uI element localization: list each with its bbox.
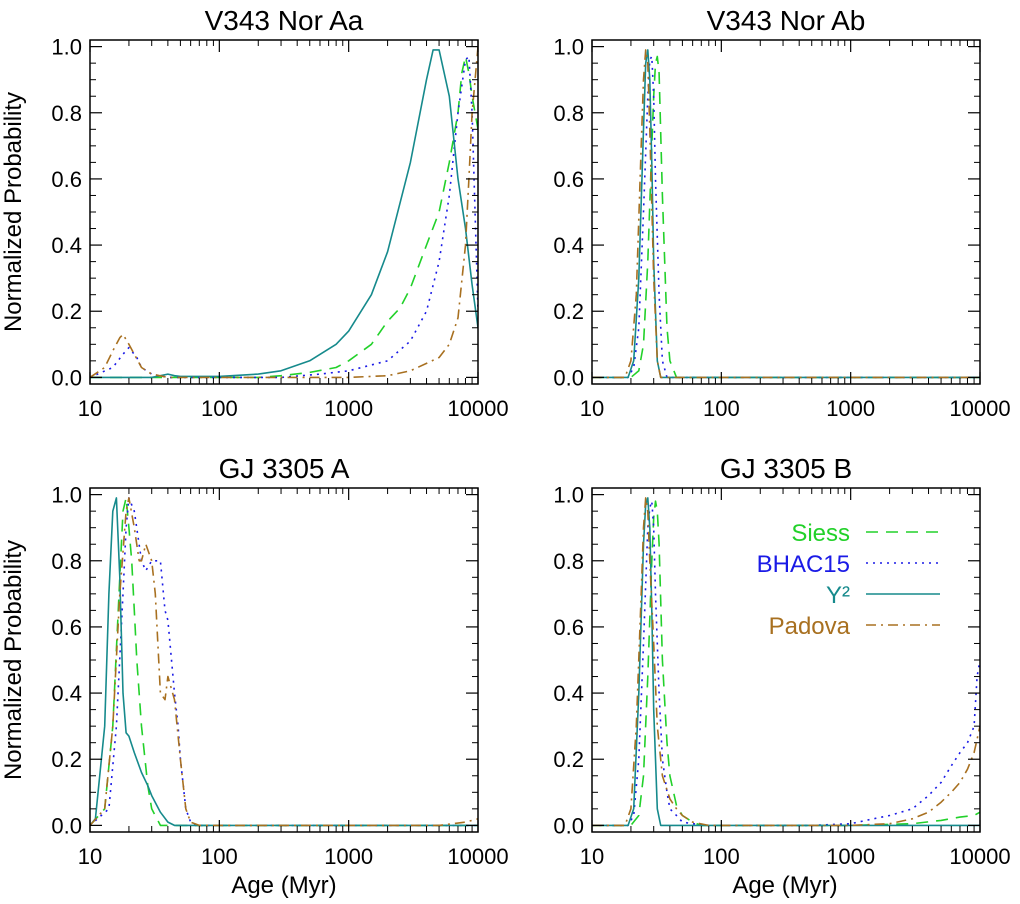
y-tick-label: 0.4 [51,233,82,258]
y-tick-label: 0.4 [553,233,584,258]
x-tick-label: 100 [201,844,238,869]
y-tick-label: 1.0 [553,483,584,508]
y-tick-label: 0.0 [553,813,584,838]
legend-label: Siess [791,520,850,547]
x-tick-label: 1000 [826,844,875,869]
y-tick-label: 0.0 [553,365,584,390]
panel-title: GJ 3305 A [219,453,350,484]
legend: Siess BHAC15 Y² Padova [757,520,940,640]
x-tick-label: 10000 [949,396,1010,421]
series-line-y2 [90,497,478,827]
xlabel-right: Age (Myr) [732,872,837,899]
series-line-y2 [592,49,980,379]
legend-item-siess: Siess [791,520,940,547]
panel-gj-3305-b: GJ 3305 B 0.0 0.2 0.4 0.6 0.8 1.0 10 100 1000 1000… [553,453,1010,869]
x-tick-label: 1000 [324,844,373,869]
legend-label: Padova [769,613,851,640]
x-tick-label: 10000 [447,844,508,869]
y-tick-label: 1.0 [51,35,82,60]
y-tick-label: 0.2 [51,299,82,324]
panel-v343-nor-ab: V343 Nor Ab 0.0 0.2 0.4 0.6 0.8 1.0 10 100 1000 10… [553,5,1010,421]
panel-title: V343 Nor Ab [707,5,866,36]
y-tick-label: 0.8 [51,549,82,574]
legend-item-y2: Y² [826,582,940,609]
series-line-bhac15 [592,500,980,827]
x-tick-label: 1000 [826,396,875,421]
x-tick-label: 10 [580,396,604,421]
ylabel-top: Normalized Probability [0,92,27,332]
series-line-siess [592,500,980,827]
y-tick-label: 0.4 [51,681,82,706]
y-tick-label: 1.0 [553,35,584,60]
y-tick-label: 0.2 [553,747,584,772]
series-line-y2 [592,497,980,827]
legend-label: BHAC15 [757,551,850,578]
y-tick-label: 0.8 [51,101,82,126]
y-tick-label: 0.6 [553,615,584,640]
panel-v343-nor-aa: V343 Nor Aa 0.0 0.2 0.4 0.6 0.8 1.0 10 100 1000 10… [51,5,508,421]
panel-title: GJ 3305 B [720,453,852,484]
y-tick-label: 0.6 [51,167,82,192]
series-line-siess [90,55,478,379]
x-tick-label: 10 [580,844,604,869]
legend-item-padova: Padova [769,613,940,640]
series-line-padova [592,49,980,379]
ylabel-bottom: Normalized Probability [0,540,27,780]
x-tick-label: 100 [703,844,740,869]
y-tick-label: 1.0 [51,483,82,508]
x-tick-label: 10000 [949,844,1010,869]
x-tick-label: 1000 [324,396,373,421]
y-tick-label: 0.2 [553,299,584,324]
y-tick-label: 0.8 [553,549,584,574]
legend-item-bhac15: BHAC15 [757,551,940,578]
legend-label: Y² [826,582,850,609]
x-tick-label: 10000 [447,396,508,421]
series-line-padova [90,46,478,379]
panel-title: V343 Nor Aa [205,5,364,36]
x-tick-label: 10 [78,844,102,869]
series-line-bhac15 [592,55,980,379]
panels: V343 Nor Aa 0.0 0.2 0.4 0.6 0.8 1.0 10 100 1000 10… [51,5,1010,869]
y-tick-label: 0.2 [51,747,82,772]
y-tick-label: 0.0 [51,813,82,838]
series-line-bhac15 [90,497,478,827]
y-tick-label: 0.8 [553,101,584,126]
y-tick-label: 0.4 [553,681,584,706]
xlabel-left: Age (Myr) [231,872,336,899]
series-line-y2 [90,49,478,379]
y-tick-label: 0.0 [51,365,82,390]
x-tick-label: 100 [201,396,238,421]
panel-gj-3305-a: GJ 3305 A 0.0 0.2 0.4 0.6 0.8 1.0 10 100 1000 1000… [51,453,508,869]
x-tick-label: 10 [78,396,102,421]
x-tick-label: 100 [703,396,740,421]
y-tick-label: 0.6 [51,615,82,640]
y-tick-label: 0.6 [553,167,584,192]
